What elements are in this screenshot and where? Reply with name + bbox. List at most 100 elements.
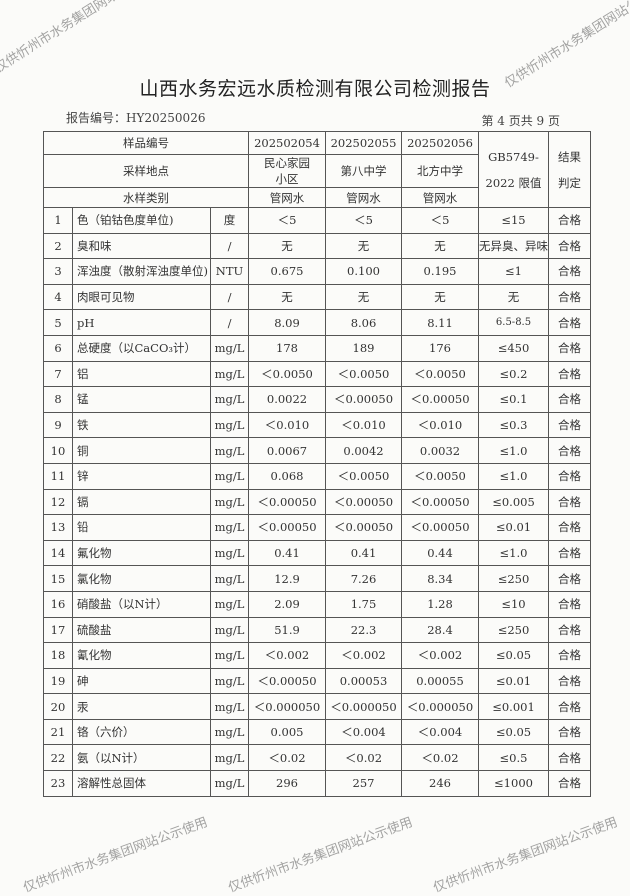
sample-no: 202502054 [248, 131, 326, 155]
row-number: 23 [43, 770, 73, 797]
result: 合格 [548, 718, 591, 746]
sample-location: 第八中学 [325, 154, 402, 188]
row-number: 11 [43, 462, 73, 490]
value: ＜0.0050 [248, 360, 326, 388]
item-name: 色（铂钴色度单位) [72, 207, 211, 234]
table-row: 21 铬（六价） mg/L 0.005 ＜0.004 ＜0.004 ≤0.05 合格 [43, 718, 591, 746]
row-number: 12 [43, 488, 73, 516]
report-number: 报告编号：HY20250026 [66, 111, 206, 125]
table-row: 23 溶解性总固体 mg/L 296 257 246 ≤1000 合格 [43, 770, 591, 797]
watermark: 仅供忻州市水务集团网站公示使用 [21, 815, 210, 896]
unit: mg/L [210, 411, 249, 439]
value: 无 [248, 283, 326, 311]
value: 8.11 [401, 309, 479, 336]
item-name: 肉眼可见物 [72, 283, 211, 311]
table-row: 13 铅 mg/L ＜0.00050 ＜0.00050 ＜0.00050 ≤0.01 合格 [43, 514, 591, 541]
value: 2.09 [248, 590, 326, 618]
value: 178 [248, 334, 326, 362]
row-number: 2 [43, 232, 73, 260]
limit: ≤250 [478, 616, 549, 644]
unit: mg/L [210, 539, 249, 567]
result: 合格 [548, 309, 591, 336]
table-row: 22 氨（以N计） mg/L ＜0.02 ＜0.02 ＜0.02 ≤0.5 合格 [43, 744, 591, 772]
watermark: 仅供忻州市水务集团网站公示使用 [502, 0, 630, 92]
value: 0.41 [248, 539, 326, 567]
result: 合格 [548, 770, 591, 797]
value: 0.44 [401, 539, 479, 567]
value: ＜0.000050 [401, 693, 479, 720]
table-row: 3 浑浊度（散射浑浊度单位) NTU 0.675 0.100 0.195 ≤1 合格 [43, 258, 591, 285]
value: 无 [401, 283, 479, 311]
value: ＜0.00050 [401, 514, 479, 541]
watermark: 仅供忻州市水务集团网站公示使用 [431, 815, 620, 896]
sample-type: 管网水 [401, 187, 479, 208]
value: 51.9 [248, 616, 326, 644]
location-label: 采样地点 [43, 154, 249, 188]
limit: ≤450 [478, 334, 549, 362]
value: 176 [401, 334, 479, 362]
standard-label: GB5749-2022 限值 [478, 131, 549, 208]
value: ＜0.010 [248, 411, 326, 439]
value: 0.0067 [248, 437, 326, 464]
item-name: 砷 [72, 667, 211, 695]
watermark: 仅供忻州市水务集团网站公示使用 [226, 815, 415, 896]
value: 0.0032 [401, 437, 479, 464]
item-name: 铜 [72, 437, 211, 464]
unit: mg/L [210, 334, 249, 362]
value: 1.28 [401, 590, 479, 618]
value: ＜0.00050 [325, 386, 402, 413]
result: 合格 [548, 590, 591, 618]
value: 无 [325, 283, 402, 311]
sample-location: 北方中学 [401, 154, 479, 188]
row-number: 18 [43, 642, 73, 669]
item-name: 镉 [72, 488, 211, 516]
result: 合格 [548, 258, 591, 285]
value: 7.26 [325, 565, 402, 592]
row-number: 19 [43, 667, 73, 695]
table-row: 6 总硬度（以CaCO₃计） mg/L 178 189 176 ≤450 合格 [43, 334, 591, 362]
value: 12.9 [248, 565, 326, 592]
limit: 无异臭、异味 [478, 232, 549, 260]
value: ＜0.00050 [248, 514, 326, 541]
table-row: 4 肉眼可见物 / 无无无无合格 [43, 283, 591, 311]
unit: / [210, 232, 249, 260]
item-name: 臭和味 [72, 232, 211, 260]
value: ＜0.010 [401, 411, 479, 439]
value: ＜0.004 [401, 718, 479, 746]
unit: / [210, 283, 249, 311]
value: 22.3 [325, 616, 402, 644]
unit: mg/L [210, 565, 249, 592]
value: 无 [248, 232, 326, 260]
result: 合格 [548, 386, 591, 413]
table-row: 10 铜 mg/L 0.0067 0.0042 0.0032 ≤1.0 合格 [43, 437, 591, 464]
row-number: 9 [43, 411, 73, 439]
result: 合格 [548, 411, 591, 439]
limit: ≤0.1 [478, 386, 549, 413]
value: 8.34 [401, 565, 479, 592]
value: ＜0.00050 [401, 386, 479, 413]
result: 合格 [548, 539, 591, 567]
row-number: 1 [43, 207, 73, 234]
table-row: 1 色（铂钴色度单位) 度＜5 ＜5 ＜5 ≤15 合格 [43, 207, 591, 234]
limit: ≤0.5 [478, 744, 549, 772]
limit: ≤0.05 [478, 642, 549, 669]
item-name: 铅 [72, 514, 211, 541]
sample-location: 民心家园小区 [248, 154, 326, 188]
sample-no-label: 样品编号 [43, 131, 249, 155]
result: 合格 [548, 437, 591, 464]
value: ＜0.00050 [248, 667, 326, 695]
limit: ≤250 [478, 565, 549, 592]
table-row: 15 氯化物 mg/L 12.9 7.26 8.34 ≤250 合格 [43, 565, 591, 592]
item-name: 浑浊度（散射浑浊度单位) [72, 258, 211, 285]
value: ＜0.004 [325, 718, 402, 746]
unit: mg/L [210, 642, 249, 669]
watermark: 仅供忻州市水务集团网站公示使用 [0, 0, 166, 77]
limit: ≤15 [478, 207, 549, 234]
page-number: 第 4 页共 9 页 [481, 114, 560, 128]
row-number: 20 [43, 693, 73, 720]
result: 合格 [548, 207, 591, 234]
value: 无 [401, 232, 479, 260]
unit: mg/L [210, 462, 249, 490]
value: 0.068 [248, 462, 326, 490]
item-name: 铬（六价） [72, 718, 211, 746]
